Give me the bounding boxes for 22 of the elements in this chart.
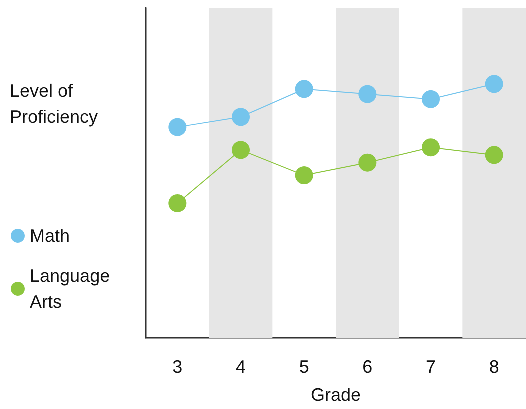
point: [422, 90, 440, 108]
x-axis-title: Grade: [310, 385, 362, 405]
x-tick-label: 6: [362, 357, 373, 377]
point: [358, 154, 377, 172]
point: [295, 166, 314, 185]
point: [232, 108, 250, 126]
y-axis-title: Level of Proficiency: [10, 81, 98, 127]
x-tick-label: 4: [236, 357, 246, 377]
legend-label: Math: [30, 226, 70, 246]
x-tick-label: 8: [489, 357, 500, 377]
x-tick-label: 3: [172, 357, 183, 377]
x-tick-label: 5: [299, 357, 310, 377]
point: [232, 141, 250, 160]
point: [485, 146, 504, 164]
point: [358, 85, 377, 104]
point: [168, 194, 187, 212]
legend-label: Language Arts: [30, 266, 116, 312]
point: [168, 118, 187, 136]
point: [485, 75, 504, 94]
point: [295, 80, 314, 98]
x-tick-label: 7: [426, 357, 436, 377]
point: [422, 138, 440, 157]
